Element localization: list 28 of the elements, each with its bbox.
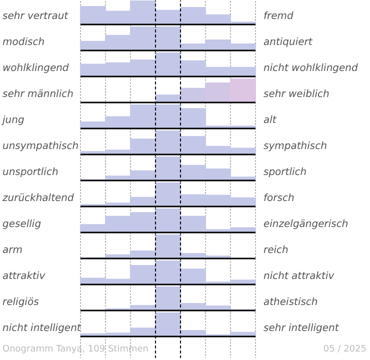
text: sympathisch bbox=[264, 141, 327, 152]
text: gesellig bbox=[2, 219, 42, 230]
text: einzelgängerisch bbox=[264, 219, 348, 230]
text: reich bbox=[264, 245, 288, 256]
text: Onogramm Tanya, 109 Stimmen bbox=[2, 344, 148, 354]
text: sehr intelligent bbox=[264, 323, 340, 334]
text: zurückhaltend bbox=[2, 193, 74, 204]
text: forsch bbox=[264, 193, 294, 204]
text: antiquiert bbox=[264, 37, 314, 48]
annotation: nicht intelligent bbox=[2, 323, 82, 334]
text: sehr vertraut bbox=[2, 11, 70, 22]
text: religiös bbox=[2, 297, 39, 308]
text: jung bbox=[0, 115, 24, 126]
text: unsympathisch bbox=[2, 141, 79, 152]
text: attraktiv bbox=[2, 271, 46, 282]
text: sportlich bbox=[264, 167, 307, 178]
text: sehr männlich bbox=[2, 89, 74, 100]
text: nicht attraktiv bbox=[264, 271, 336, 282]
text: wohlklingend bbox=[2, 63, 70, 74]
text: fremd bbox=[264, 11, 294, 22]
text: unsportlich bbox=[2, 167, 58, 178]
text: atheistisch bbox=[264, 297, 318, 308]
text: arm bbox=[2, 245, 23, 256]
text: nicht wohlklingend bbox=[264, 63, 358, 74]
text: 05 / 2025 bbox=[323, 344, 367, 354]
text: modisch bbox=[2, 37, 45, 48]
text: sehr weiblich bbox=[264, 89, 330, 100]
text: alt bbox=[264, 115, 278, 126]
